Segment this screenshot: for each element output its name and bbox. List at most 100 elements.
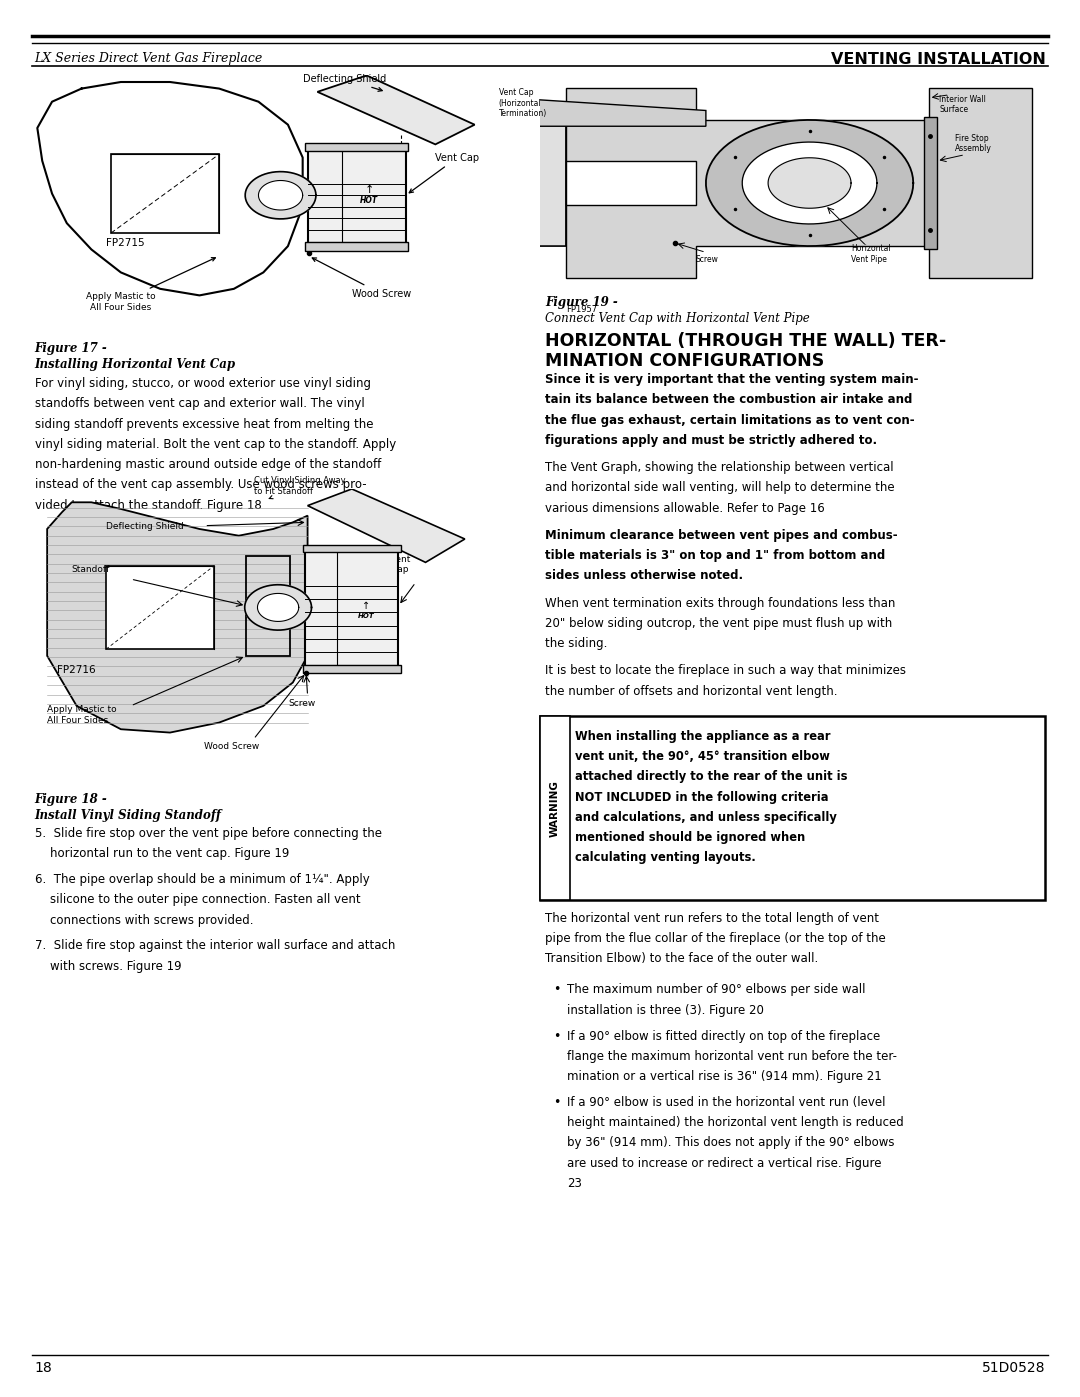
Text: It is best to locate the fireplace in such a way that minimizes: It is best to locate the fireplace in su…	[545, 664, 906, 678]
Polygon shape	[48, 503, 308, 732]
Text: VENTING INSTALLATION: VENTING INSTALLATION	[831, 52, 1045, 67]
Text: 7.  Slide fire stop against the interior wall surface and attach: 7. Slide fire stop against the interior …	[35, 940, 395, 953]
Text: FP2715: FP2715	[106, 237, 145, 249]
Text: The maximum number of 90° elbows per side wall: The maximum number of 90° elbows per sid…	[567, 983, 865, 996]
Text: Wood Screw: Wood Screw	[312, 258, 411, 299]
Text: MINATION CONFIGURATIONS: MINATION CONFIGURATIONS	[545, 352, 825, 370]
Text: FP2716: FP2716	[57, 665, 96, 675]
Text: Apply Mastic to
All Four Sides: Apply Mastic to All Four Sides	[86, 257, 215, 312]
Text: Interior Wall
Surface: Interior Wall Surface	[940, 95, 986, 115]
Text: Figure 18 -: Figure 18 -	[35, 793, 107, 806]
Text: calculating venting layouts.: calculating venting layouts.	[575, 851, 755, 865]
Text: Installing Horizontal Vent Cap: Installing Horizontal Vent Cap	[35, 358, 235, 370]
Text: vent unit, the 90°, 45° transition elbow: vent unit, the 90°, 45° transition elbow	[575, 750, 829, 763]
Text: NOT INCLUDED in the following criteria: NOT INCLUDED in the following criteria	[575, 791, 828, 803]
Text: 18: 18	[35, 1361, 52, 1375]
Text: If a 90° elbow is used in the horizontal vent run (level: If a 90° elbow is used in the horizontal…	[567, 1095, 886, 1109]
Text: vided to attach the standoff. Figure 18: vided to attach the standoff. Figure 18	[35, 499, 261, 511]
FancyBboxPatch shape	[540, 715, 1045, 900]
Text: HORIZONTAL (THROUGH THE WALL) TER-: HORIZONTAL (THROUGH THE WALL) TER-	[545, 332, 947, 351]
Text: standoffs between vent cap and exterior wall. The vinyl: standoffs between vent cap and exterior …	[35, 398, 364, 411]
Text: 6.  The pipe overlap should be a minimum of 1¼". Apply: 6. The pipe overlap should be a minimum …	[35, 873, 369, 886]
Text: ↑: ↑	[364, 186, 374, 196]
Text: Deflecting Shield: Deflecting Shield	[106, 522, 184, 531]
FancyBboxPatch shape	[540, 715, 570, 900]
Text: sides unless otherwise noted.: sides unless otherwise noted.	[545, 569, 743, 583]
Text: Vent
Cap: Vent Cap	[391, 555, 411, 574]
Text: The horizontal vent run refers to the total length of vent: The horizontal vent run refers to the to…	[545, 911, 879, 925]
Text: Screw: Screw	[696, 254, 718, 264]
Text: Wood Screw: Wood Screw	[204, 742, 259, 752]
Bar	[306, 242, 408, 251]
Text: tain its balance between the combustion air intake and: tain its balance between the combustion …	[545, 394, 913, 407]
Text: the number of offsets and horizontal vent length.: the number of offsets and horizontal ven…	[545, 685, 838, 697]
Text: •: •	[553, 1030, 561, 1042]
Text: with screws. Figure 19: with screws. Figure 19	[35, 960, 181, 972]
Text: and horizontal side wall venting, will help to determine the: and horizontal side wall venting, will h…	[545, 481, 895, 495]
Text: the siding.: the siding.	[545, 637, 608, 650]
Text: silicone to the outer pipe connection. Fasten all vent: silicone to the outer pipe connection. F…	[35, 894, 361, 907]
Bar	[302, 665, 401, 673]
Text: horizontal run to the vent cap. Figure 19: horizontal run to the vent cap. Figure 1…	[35, 847, 289, 861]
Polygon shape	[318, 75, 475, 144]
Text: Fire Stop
Assembly: Fire Stop Assembly	[955, 134, 991, 154]
Text: 51D0528: 51D0528	[982, 1361, 1045, 1375]
Text: WARNING: WARNING	[550, 780, 561, 837]
Polygon shape	[258, 180, 302, 210]
Text: Screw: Screw	[288, 698, 315, 708]
Text: installation is three (3). Figure 20: installation is three (3). Figure 20	[567, 1003, 764, 1017]
Bar	[302, 545, 401, 552]
Text: mination or a vertical rise is 36" (914 mm). Figure 21: mination or a vertical rise is 36" (914 …	[567, 1070, 881, 1083]
Polygon shape	[257, 594, 299, 622]
Text: tible materials is 3" on top and 1" from bottom and: tible materials is 3" on top and 1" from…	[545, 549, 886, 562]
Text: mentioned should be ignored when: mentioned should be ignored when	[575, 831, 805, 844]
Text: The Vent Graph, showing the relationship between vertical: The Vent Graph, showing the relationship…	[545, 461, 894, 474]
Text: various dimensions allowable. Refer to Page 16: various dimensions allowable. Refer to P…	[545, 502, 825, 514]
Text: Standoff: Standoff	[71, 566, 110, 574]
Polygon shape	[245, 172, 316, 219]
Text: Minimum clearance between vent pipes and combus-: Minimum clearance between vent pipes and…	[545, 528, 899, 542]
Text: 20" below siding outcrop, the vent pipe must flush up with: 20" below siding outcrop, the vent pipe …	[545, 616, 893, 630]
Text: non-hardening mastic around outside edge of the standoff: non-hardening mastic around outside edge…	[35, 458, 381, 471]
Text: LX Series Direct Vent Gas Fireplace: LX Series Direct Vent Gas Fireplace	[35, 52, 262, 64]
Text: Horizontal
Vent Pipe: Horizontal Vent Pipe	[851, 244, 891, 264]
Text: attached directly to the rear of the unit is: attached directly to the rear of the uni…	[575, 770, 847, 784]
Text: Install Vinyl Siding Standoff: Install Vinyl Siding Standoff	[35, 809, 221, 821]
Text: Vent Cap
(Horizontal
Termination): Vent Cap (Horizontal Termination)	[499, 88, 546, 119]
Text: by 36" (914 mm). This does not apply if the 90° elbows: by 36" (914 mm). This does not apply if …	[567, 1136, 894, 1150]
Text: 23: 23	[567, 1176, 582, 1190]
Text: and calculations, and unless specifically: and calculations, and unless specificall…	[575, 810, 836, 824]
Text: Apply Mastic to
All Four Sides: Apply Mastic to All Four Sides	[48, 705, 117, 725]
Text: instead of the vent cap assembly. Use wood screws pro-: instead of the vent cap assembly. Use wo…	[35, 478, 366, 492]
Text: HOT: HOT	[359, 613, 375, 619]
Bar	[246, 556, 291, 655]
Polygon shape	[514, 105, 566, 261]
Text: are used to increase or redirect a vertical rise. Figure: are used to increase or redirect a verti…	[567, 1157, 881, 1169]
Text: Transition Elbow) to the face of the outer wall.: Transition Elbow) to the face of the out…	[545, 951, 819, 965]
Text: When vent termination exits through foundations less than: When vent termination exits through foun…	[545, 597, 895, 609]
Text: Cut Vinyl Siding Away
to Fit Standoff: Cut Vinyl Siding Away to Fit Standoff	[254, 476, 346, 499]
Text: Deflecting Shield: Deflecting Shield	[302, 74, 386, 91]
Text: Figure 19 -: Figure 19 -	[545, 296, 618, 309]
Text: Connect Vent Cap with Horizontal Vent Pipe: Connect Vent Cap with Horizontal Vent Pi…	[545, 312, 810, 324]
Polygon shape	[308, 489, 464, 563]
Text: •: •	[553, 983, 561, 996]
Text: pipe from the flue collar of the fireplace (or the top of the: pipe from the flue collar of the firepla…	[545, 932, 887, 944]
Text: 5.  Slide fire stop over the vent pipe before connecting the: 5. Slide fire stop over the vent pipe be…	[35, 827, 381, 840]
Text: the flue gas exhaust, certain limitations as to vent con-: the flue gas exhaust, certain limitation…	[545, 414, 915, 426]
Text: HOT: HOT	[360, 196, 378, 205]
Polygon shape	[566, 161, 696, 205]
Bar	[111, 154, 219, 233]
Text: flange the maximum horizontal vent run before the ter-: flange the maximum horizontal vent run b…	[567, 1049, 897, 1063]
Bar	[306, 549, 399, 666]
Text: •: •	[553, 1095, 561, 1109]
Bar	[308, 148, 406, 243]
Bar	[106, 566, 214, 650]
Text: Vent Cap: Vent Cap	[409, 152, 480, 193]
Polygon shape	[706, 120, 914, 246]
Text: FP1957: FP1957	[566, 306, 597, 314]
Text: connections with screws provided.: connections with screws provided.	[35, 914, 253, 926]
Bar	[306, 142, 408, 151]
Text: ↑: ↑	[363, 601, 370, 610]
Text: Since it is very important that the venting system main-: Since it is very important that the vent…	[545, 373, 919, 386]
